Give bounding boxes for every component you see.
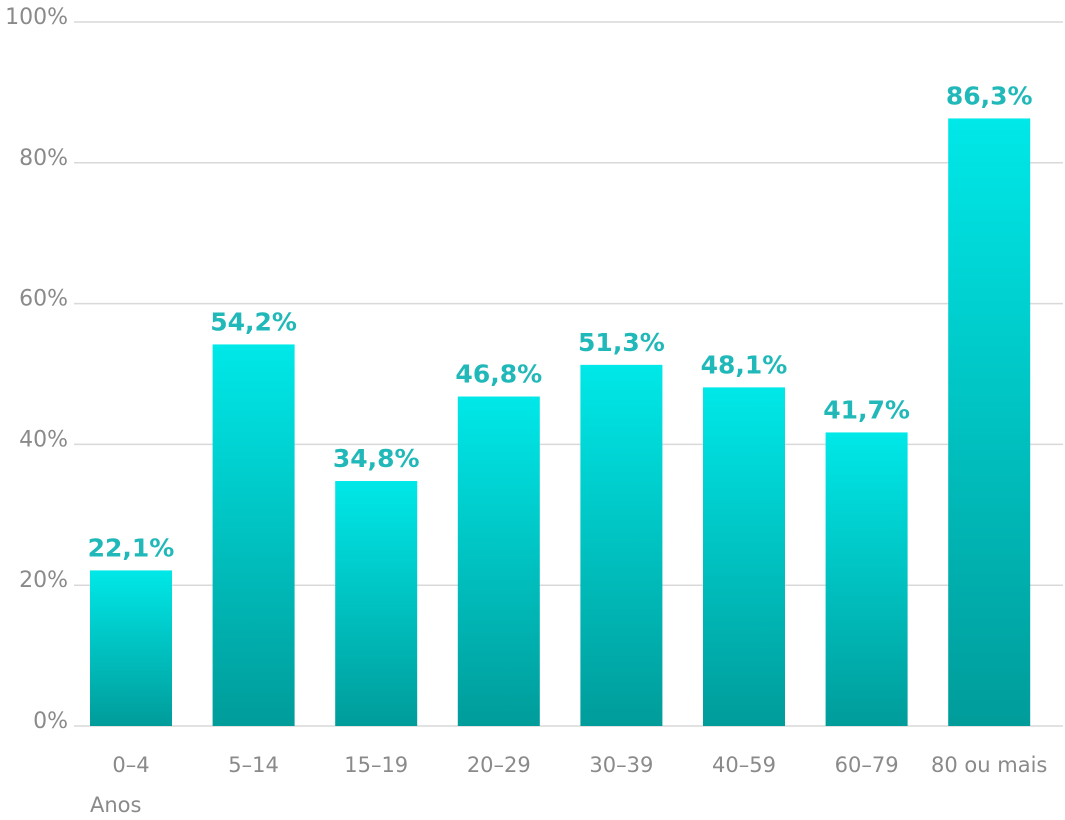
x-tick-label: 60–79: [835, 753, 899, 777]
bar-value-label: 86,3%: [946, 81, 1033, 110]
y-tick-label: 80%: [19, 146, 68, 171]
x-axis-tick-labels: 0–4 5–14 15–19 20–29 30–39 40–59 60–79 80 ou ma…: [112, 753, 1047, 777]
bar: [212, 344, 295, 726]
bar: [703, 387, 785, 726]
y-axis-tick-labels: 0% 20% 40% 60% 80% 100%: [5, 5, 68, 734]
bar: [825, 432, 908, 726]
bar-value-label: 51,3%: [578, 328, 665, 357]
x-axis-title: Anos: [90, 793, 141, 817]
bar-value-label: 46,8%: [455, 360, 542, 389]
y-tick-label: 100%: [5, 5, 68, 30]
value-labels: 22,1% 54,2% 34,8% 46,8% 51,3% 48,1% 41,7% 86,3%: [88, 81, 1033, 562]
bar-value-label: 34,8%: [333, 444, 420, 473]
bar: [457, 396, 540, 726]
y-tick-label: 0%: [33, 709, 68, 734]
x-tick-label: 20–29: [467, 753, 531, 777]
bar-value-label: 22,1%: [88, 533, 175, 562]
y-tick-label: 20%: [19, 568, 68, 593]
y-tick-label: 40%: [19, 427, 68, 452]
y-tick-label: 60%: [19, 287, 68, 312]
bar-value-label: 48,1%: [701, 350, 788, 379]
bar-value-label: 41,7%: [823, 395, 910, 424]
x-tick-label: 30–39: [589, 753, 653, 777]
bar: [948, 118, 1031, 726]
x-tick-label: 15–19: [344, 753, 408, 777]
x-tick-label: 40–59: [712, 753, 776, 777]
bars: [90, 118, 1031, 726]
x-tick-label: 80 ou mais: [931, 753, 1047, 777]
x-tick-label: 5–14: [228, 753, 279, 777]
bar: [580, 364, 663, 726]
bar: [90, 570, 172, 726]
bar: [335, 481, 418, 726]
bar-value-label: 54,2%: [210, 307, 297, 336]
x-tick-label: 0–4: [112, 753, 149, 777]
